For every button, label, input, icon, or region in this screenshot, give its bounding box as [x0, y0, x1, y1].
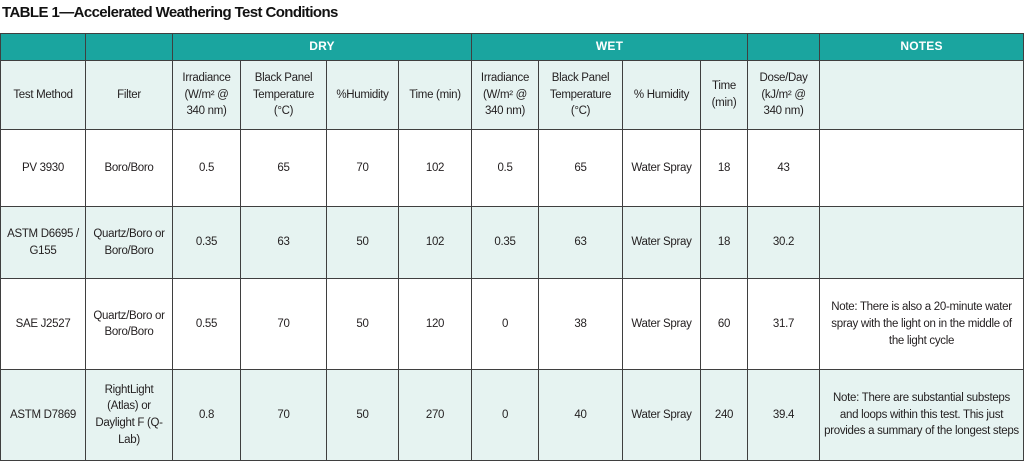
cell-test-method: ASTM D7869 [0, 369, 86, 461]
cell-dose-day: 43 [747, 128, 821, 208]
group-header-blank [85, 33, 173, 61]
cell-dry-humidity: 50 [326, 369, 399, 461]
cell-dry-time: 270 [398, 369, 472, 461]
cell-wet-black-panel: 63 [538, 206, 623, 280]
col-header-dry-black-panel: Black Panel Temperature (°C) [240, 60, 327, 130]
table-row: SAE J2527 Quartz/Boro or Boro/Boro 0.55 … [0, 278, 1024, 371]
cell-wet-humidity: Water Spray [622, 206, 701, 280]
col-header-wet-black-panel: Black Panel Temperature (°C) [538, 60, 623, 130]
cell-wet-irradiance: 0 [471, 369, 539, 461]
cell-dry-time: 120 [398, 278, 472, 371]
group-header-row: DRY WET NOTES [0, 33, 1024, 61]
cell-wet-black-panel: 65 [538, 128, 623, 208]
cell-wet-black-panel: 40 [538, 369, 623, 461]
cell-dry-black-panel: 65 [240, 128, 327, 208]
group-header-dry: DRY [172, 33, 472, 61]
weathering-conditions-table: DRY WET NOTES Test Method Filter Irradia… [0, 33, 1024, 461]
cell-dry-humidity: 50 [326, 278, 399, 371]
cell-dose-day: 31.7 [747, 278, 821, 371]
group-header-blank [0, 33, 86, 61]
cell-wet-humidity: Water Spray [622, 278, 701, 371]
cell-dose-day: 30.2 [747, 206, 821, 280]
cell-wet-humidity: Water Spray [622, 128, 701, 208]
cell-test-method: ASTM D6695 / G155 [0, 206, 86, 280]
cell-dry-black-panel: 70 [240, 278, 327, 371]
cell-test-method: SAE J2527 [0, 278, 86, 371]
cell-notes [819, 128, 1024, 208]
cell-dry-time: 102 [398, 128, 472, 208]
col-header-wet-time: Time (min) [699, 60, 749, 130]
group-header-wet: WET [470, 33, 749, 61]
group-header-notes: NOTES [819, 33, 1024, 61]
cell-wet-irradiance: 0.5 [471, 128, 539, 208]
table-row: ASTM D6695 / G155 Quartz/Boro or Boro/Bo… [0, 206, 1024, 280]
table-row: PV 3930 Boro/Boro 0.5 65 70 102 0.5 65 W… [0, 128, 1024, 208]
col-header-dry-time: Time (min) [398, 60, 472, 130]
cell-wet-time: 240 [699, 369, 749, 461]
table-title: TABLE 1—Accelerated Weathering Test Cond… [2, 4, 338, 21]
col-header-filter: Filter [85, 60, 173, 130]
cell-wet-time: 60 [699, 278, 749, 371]
col-header-wet-humidity: % Humidity [622, 60, 701, 130]
cell-test-method: PV 3930 [0, 128, 86, 208]
cell-dry-irradiance: 0.35 [172, 206, 241, 280]
cell-wet-black-panel: 38 [538, 278, 623, 371]
cell-filter: Quartz/Boro or Boro/Boro [85, 278, 173, 371]
cell-wet-time: 18 [699, 128, 749, 208]
group-header-blank [747, 33, 821, 61]
col-header-dry-irradiance: Irradiance (W/m² @ 340 nm) [172, 60, 241, 130]
cell-dry-black-panel: 63 [240, 206, 327, 280]
col-header-wet-irradiance: Irradiance (W/m² @ 340 nm) [471, 60, 539, 130]
cell-wet-humidity: Water Spray [622, 369, 701, 461]
cell-dry-irradiance: 0.8 [172, 369, 241, 461]
cell-wet-irradiance: 0 [471, 278, 539, 371]
cell-wet-irradiance: 0.35 [471, 206, 539, 280]
cell-notes: Note: There is also a 20-minute water sp… [819, 278, 1024, 371]
cell-dry-humidity: 50 [326, 206, 399, 280]
column-header-row: Test Method Filter Irradiance (W/m² @ 34… [0, 60, 1024, 130]
cell-dose-day: 39.4 [747, 369, 821, 461]
cell-filter: Boro/Boro [85, 128, 173, 208]
cell-dry-humidity: 70 [326, 128, 399, 208]
cell-filter: Quartz/Boro or Boro/Boro [85, 206, 173, 280]
cell-dry-black-panel: 70 [240, 369, 327, 461]
cell-wet-time: 18 [699, 206, 749, 280]
col-header-notes [819, 60, 1024, 130]
table-row: ASTM D7869 RightLight (Atlas) or Dayligh… [0, 369, 1024, 461]
cell-filter: RightLight (Atlas) or Daylight F (Q-Lab) [85, 369, 173, 461]
col-header-dry-humidity: %Humidity [326, 60, 399, 130]
col-header-test-method: Test Method [0, 60, 86, 130]
cell-dry-irradiance: 0.55 [172, 278, 241, 371]
col-header-dose-day: Dose/Day (kJ/m² @ 340 nm) [747, 60, 821, 130]
cell-dry-time: 102 [398, 206, 472, 280]
cell-dry-irradiance: 0.5 [172, 128, 241, 208]
cell-notes: Note: There are substantial substeps and… [819, 369, 1024, 461]
cell-notes [819, 206, 1024, 280]
